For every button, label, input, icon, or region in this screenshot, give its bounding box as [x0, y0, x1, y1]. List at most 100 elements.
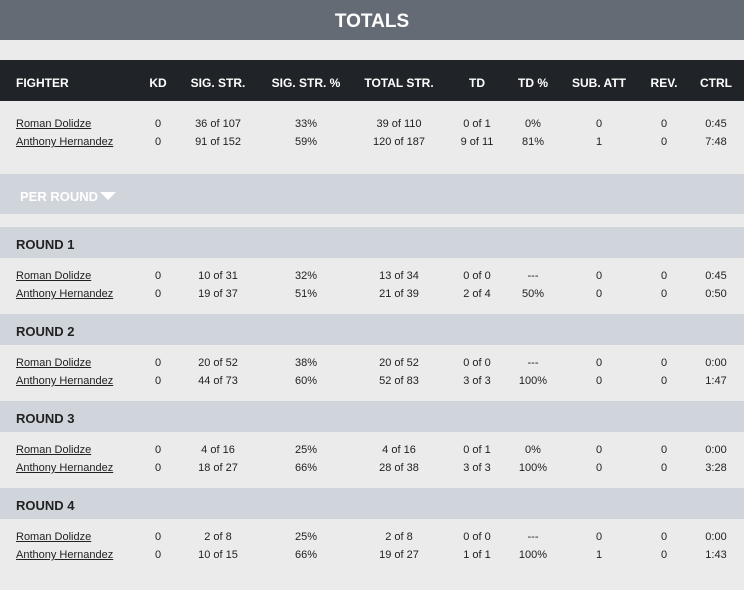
- cell-ctrl: 0:45: [705, 270, 727, 282]
- cell-ctrl: 0:00: [705, 357, 727, 369]
- cell-total-str: 20 of 52: [379, 357, 419, 369]
- cell-sig-str: 10 of 15: [198, 549, 238, 561]
- cell-total-str: 28 of 38: [379, 462, 419, 474]
- cell-td-pct: 50%: [521, 288, 545, 300]
- fighter-name-link[interactable]: Roman Dolidze: [16, 357, 92, 369]
- table-row: Anthony Hernandez 0 91 of 152 59% 120 of 187…: [0, 136, 744, 154]
- fighter-name-link[interactable]: Roman Dolidze: [16, 444, 92, 456]
- column-header-td-pct: TD %: [518, 76, 548, 90]
- round-label: ROUND 2: [16, 324, 75, 339]
- cell-sub-att: 0: [595, 357, 603, 369]
- cell-kd: 0: [154, 288, 162, 300]
- cell-rev: 0: [660, 136, 668, 148]
- table-row: Roman Dolidze 0 36 of 107 33% 39 of 110 0 of …: [0, 118, 744, 136]
- cell-sub-att: 1: [595, 549, 603, 561]
- fighter-name-link[interactable]: Anthony Hernandez: [16, 462, 114, 474]
- cell-rev: 0: [660, 444, 668, 456]
- cell-sub-att: 0: [595, 270, 603, 282]
- fighter-name-link[interactable]: Anthony Hernandez: [16, 375, 114, 387]
- round-header: ROUND 1: [0, 227, 744, 258]
- round-label: ROUND 3: [16, 411, 75, 426]
- cell-total-str: 13 of 34: [379, 270, 419, 282]
- cell-sig-str: 44 of 73: [198, 375, 238, 387]
- cell-kd: 0: [154, 549, 162, 561]
- fighter-name-link[interactable]: Roman Dolidze: [16, 118, 92, 130]
- cell-sub-att: 1: [595, 136, 603, 148]
- cell-kd: 0: [154, 118, 162, 130]
- cell-sig-str-pct: 60%: [294, 375, 318, 387]
- table-row: Anthony Hernandez 0 44 of 73 60% 52 of 83 3 o…: [0, 375, 744, 393]
- cell-kd: 0: [154, 531, 162, 543]
- fighter-name-link[interactable]: Roman Dolidze: [16, 531, 92, 543]
- column-header-ctrl: CTRL: [700, 76, 732, 90]
- cell-ctrl: 1:43: [705, 549, 727, 561]
- cell-td-pct: 100%: [518, 462, 548, 474]
- cell-ctrl: 0:00: [705, 531, 727, 543]
- cell-rev: 0: [660, 462, 668, 474]
- cell-kd: 0: [154, 270, 162, 282]
- cell-rev: 0: [660, 118, 668, 130]
- cell-total-str: 52 of 83: [379, 375, 419, 387]
- cell-rev: 0: [660, 549, 668, 561]
- cell-total-str: 39 of 110: [376, 118, 422, 130]
- table-row: Roman Dolidze 0 2 of 8 25% 2 of 8 0 of 0 --- 0 0…: [0, 531, 744, 549]
- cell-td-pct: 0%: [525, 118, 541, 130]
- cell-ctrl: 0:45: [705, 118, 727, 130]
- column-header-sig-str: SIG. STR.: [190, 76, 246, 90]
- cell-td: 3 of 3: [463, 375, 491, 387]
- cell-rev: 0: [660, 270, 668, 282]
- round-header: ROUND 3: [0, 401, 744, 432]
- cell-ctrl: 1:47: [705, 375, 727, 387]
- cell-td-pct: 100%: [518, 549, 548, 561]
- fighter-name-link[interactable]: Roman Dolidze: [16, 270, 92, 282]
- cell-sig-str: 4 of 16: [201, 444, 235, 456]
- table-row: Roman Dolidze 0 10 of 31 32% 13 of 34 0 of 0 -…: [0, 270, 744, 288]
- cell-sig-str-pct: 38%: [294, 357, 318, 369]
- table-row: Roman Dolidze 0 20 of 52 38% 20 of 52 0 of 0 -…: [0, 357, 744, 375]
- cell-rev: 0: [660, 357, 668, 369]
- round-header: ROUND 4: [0, 488, 744, 519]
- cell-td: 0 of 0: [463, 270, 491, 282]
- cell-kd: 0: [154, 462, 162, 474]
- per-round-label: PER ROUND: [20, 189, 99, 204]
- fighter-name-link[interactable]: Anthony Hernandez: [16, 549, 114, 561]
- cell-sub-att: 0: [595, 118, 603, 130]
- cell-td-pct: 0%: [525, 444, 541, 456]
- cell-sig-str: 10 of 31: [198, 270, 238, 282]
- chevron-down-icon: [100, 192, 116, 200]
- cell-ctrl: 0:50: [705, 288, 727, 300]
- totals-title: TOTALS: [0, 0, 744, 40]
- cell-td-pct: 100%: [518, 375, 548, 387]
- cell-sig-str: 2 of 8: [204, 531, 232, 543]
- cell-td: 3 of 3: [463, 462, 491, 474]
- cell-td-pct: ---: [527, 357, 539, 369]
- cell-kd: 0: [154, 357, 162, 369]
- cell-sub-att: 0: [595, 462, 603, 474]
- cell-sig-str-pct: 33%: [294, 118, 318, 130]
- column-header-sig-str-pct: SIG. STR. %: [271, 76, 341, 90]
- per-round-toggle[interactable]: PER ROUND: [0, 174, 744, 214]
- cell-rev: 0: [660, 288, 668, 300]
- cell-td: 9 of 11: [460, 136, 494, 148]
- table-row: Anthony Hernandez 0 19 of 37 51% 21 of 39 2 o…: [0, 288, 744, 306]
- cell-td: 2 of 4: [463, 288, 491, 300]
- cell-kd: 0: [154, 444, 162, 456]
- fighter-name-link[interactable]: Anthony Hernandez: [16, 288, 114, 300]
- cell-td: 0 of 1: [463, 118, 491, 130]
- cell-total-str: 120 of 187: [373, 136, 425, 148]
- cell-total-str: 21 of 39: [379, 288, 419, 300]
- cell-sig-str-pct: 66%: [294, 549, 318, 561]
- column-header-kd: KD: [149, 76, 167, 90]
- cell-rev: 0: [660, 531, 668, 543]
- cell-sig-str-pct: 25%: [294, 444, 318, 456]
- column-header-rev: REV.: [650, 76, 678, 90]
- cell-sig-str: 36 of 107: [195, 118, 241, 130]
- cell-sig-str-pct: 59%: [294, 136, 318, 148]
- cell-kd: 0: [154, 136, 162, 148]
- fighter-name-link[interactable]: Anthony Hernandez: [16, 136, 114, 148]
- cell-sig-str-pct: 51%: [294, 288, 318, 300]
- cell-td: 0 of 0: [463, 357, 491, 369]
- cell-ctrl: 0:00: [705, 444, 727, 456]
- table-row: Anthony Hernandez 0 10 of 15 66% 19 of 27 1 o…: [0, 549, 744, 567]
- cell-sig-str-pct: 66%: [294, 462, 318, 474]
